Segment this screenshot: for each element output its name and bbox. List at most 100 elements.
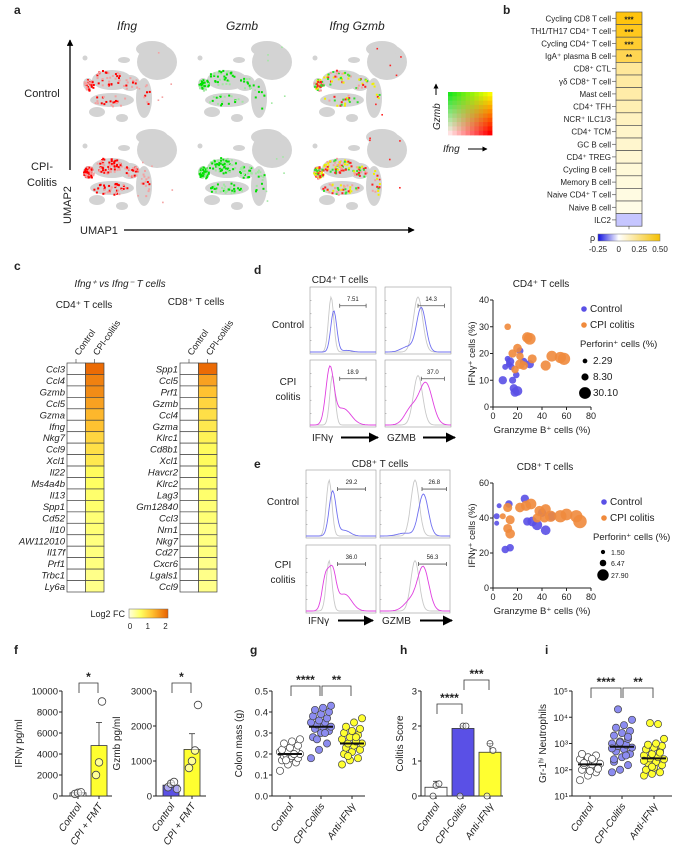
cell-dot (202, 166, 205, 169)
data-point (618, 729, 626, 738)
colorbar-tick-label: 2 (163, 622, 168, 631)
y-tick-label: 0 (147, 792, 152, 803)
legend-color-cell (487, 92, 493, 97)
data-point (483, 792, 491, 800)
cell-dot (241, 100, 244, 103)
y-tick-label: 0.0 (255, 792, 268, 803)
cell-dot (212, 96, 215, 99)
cell-dot (372, 82, 375, 85)
cell-dot (257, 85, 260, 88)
bar (90, 745, 108, 797)
significance-stars: ** (633, 675, 643, 689)
cell-dot (239, 79, 242, 82)
cell-dot (83, 170, 86, 173)
cell-dot (92, 174, 95, 177)
cell-dot (228, 94, 231, 97)
cell-dot (329, 160, 332, 163)
y-tick-label: 0.4 (255, 708, 268, 719)
y-tick-label: 0 (53, 792, 58, 803)
heatmap-cell-cpi (85, 511, 105, 524)
cell-dot (214, 188, 217, 191)
cell-dot (107, 171, 110, 174)
legend-gzmb-label: Gzmb (432, 103, 443, 130)
legend-color-cell (452, 92, 458, 97)
cell-dot (248, 176, 251, 179)
cell-dot (241, 170, 244, 173)
heatmap-cell-cpi (198, 511, 218, 524)
x-tick-label: 0 (490, 411, 495, 421)
cell-dot (223, 160, 226, 163)
cell-dot (219, 190, 222, 193)
cell-dot (389, 64, 392, 67)
cell-dot (115, 165, 118, 168)
cell-dot (125, 87, 128, 90)
cell-dot (99, 166, 102, 169)
legend-color-cell (487, 117, 493, 123)
cell-dot (344, 188, 347, 191)
cell-dot (86, 80, 89, 83)
gene-label: Gm12840 (136, 502, 178, 513)
cell-dot (101, 78, 104, 81)
cell-dot (145, 178, 148, 181)
x-axis-label: Granzyme B⁺ cells (%) (494, 606, 591, 617)
cell-dot (222, 69, 225, 72)
scatter-point-control (506, 543, 514, 552)
legend-color-cell (448, 100, 453, 106)
cell-dot (100, 162, 103, 165)
gene-label: Nrn1 (157, 525, 178, 536)
data-point (612, 723, 620, 732)
cell-dot (211, 99, 214, 102)
cell-dot (326, 167, 329, 170)
cell-dot (378, 93, 381, 96)
gene-label: Ccl5 (159, 376, 179, 387)
cell-cluster (136, 41, 168, 57)
cell-dot (262, 176, 265, 179)
cell-dot (114, 101, 117, 104)
cell-dot (355, 187, 358, 190)
cell-dot (144, 85, 147, 88)
cell-dot (220, 157, 223, 160)
heatmap-cell-control (66, 488, 86, 501)
cell-dot (357, 84, 360, 87)
cell-dot (335, 75, 338, 78)
histogram-frame (384, 359, 452, 428)
gate-percentage: 26.8 (428, 480, 440, 486)
cell-dot (321, 168, 324, 171)
size-legend-label: 6.47 (611, 561, 625, 568)
cell-dot (202, 79, 205, 82)
significance-stars: * (179, 670, 184, 684)
cell-dot (222, 189, 225, 192)
flow-histogram: 56.3 (379, 544, 451, 614)
cell-cluster (366, 129, 398, 145)
cell-dot (322, 174, 325, 177)
cell-dot (85, 175, 88, 178)
cell-dot (324, 163, 327, 166)
data-point (628, 715, 636, 724)
legend-color-cell (465, 113, 471, 119)
cell-dot (114, 186, 117, 189)
data-point (356, 724, 364, 733)
heatmap-cell-cpi (85, 419, 105, 433)
data-point (610, 731, 618, 740)
x-category-label: Anti-IFNγ (325, 801, 359, 843)
cell-dot (99, 167, 102, 170)
cell-dot (225, 163, 228, 166)
legend-color-cell (456, 130, 462, 136)
cell-dot (90, 168, 93, 171)
legend-color-cell (474, 104, 480, 110)
x-tick-label: 60 (561, 411, 571, 421)
x-tick-label: 20 (512, 411, 522, 421)
scatter-point-cpi-colitis (513, 343, 522, 353)
gene-label: Klrc1 (156, 433, 178, 444)
umap-row-label: CPI- (31, 161, 53, 173)
y-tick-label: 0.2 (255, 750, 268, 761)
y-tick-label: 20 (479, 548, 489, 558)
cell-dot (201, 82, 204, 85)
cell-dot (113, 185, 116, 188)
cell-dot (342, 169, 345, 172)
cell-dot (113, 162, 116, 165)
significance-stars: **** (296, 673, 315, 687)
cell-cluster (82, 143, 88, 149)
legend-color-cell (448, 126, 453, 132)
